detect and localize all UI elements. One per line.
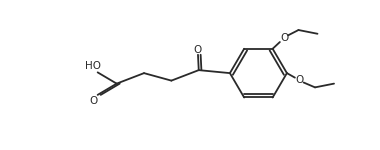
Text: HO: HO: [85, 61, 101, 71]
Text: O: O: [194, 45, 202, 54]
Text: O: O: [295, 75, 304, 85]
Text: O: O: [90, 96, 98, 106]
Text: O: O: [280, 33, 288, 43]
